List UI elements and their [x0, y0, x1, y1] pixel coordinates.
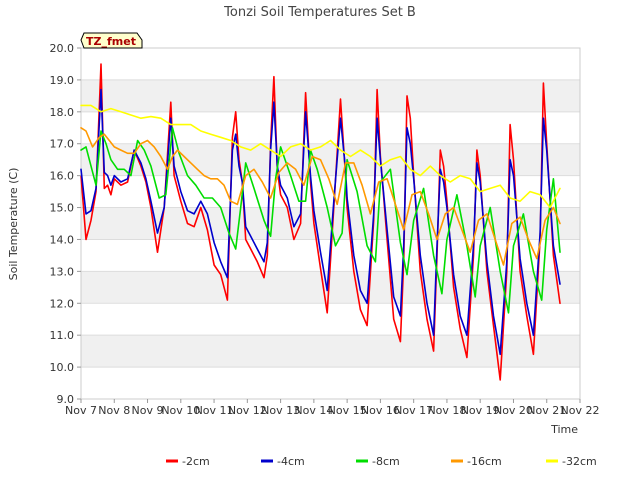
- y-tick-label: 18.0: [50, 106, 75, 119]
- x-tick-label: Nov 21: [527, 404, 566, 417]
- y-tick-label: 15.0: [50, 202, 75, 215]
- y-tick-label: 13.0: [50, 265, 75, 278]
- grid-band: [81, 335, 580, 368]
- x-tick-label: Nov 11: [195, 404, 234, 417]
- x-tick-label: Nov 19: [461, 404, 500, 417]
- legend-label: -2cm: [182, 455, 210, 468]
- legend: -2cm -4cm -8cm -16cm -32cm: [166, 455, 597, 468]
- y-axis: 9.0 10.0 11.0 12.0 13.0 14.0 15.0 16.0 17.0 18.0 1…: [50, 42, 81, 406]
- grid-band: [81, 271, 580, 304]
- y-tick-label: 10.0: [50, 361, 75, 374]
- y-axis-label: Soil Temperature (C): [7, 168, 20, 281]
- series-layer: [80, 63, 561, 381]
- y-tick-label: 12.0: [50, 297, 75, 310]
- grid-band: [81, 111, 580, 144]
- legend-label: -16cm: [467, 455, 502, 468]
- x-tick-label: Nov 7: [65, 404, 97, 417]
- annotation-label: TZ_fmet: [86, 35, 136, 48]
- x-tick-label: Nov 14: [294, 404, 333, 417]
- x-tick-label: Nov 13: [261, 404, 300, 417]
- x-tick-label: Nov 18: [427, 404, 466, 417]
- y-tick-label: 17.0: [50, 138, 75, 151]
- y-tick-label: 16.0: [50, 170, 75, 183]
- x-axis-label: Time: [550, 423, 578, 436]
- legend-label: -8cm: [372, 455, 400, 468]
- x-tick-label: Nov 22: [561, 404, 600, 417]
- x-tick-label: Nov 15: [328, 404, 367, 417]
- x-tick-label: Nov 9: [132, 404, 164, 417]
- grid-band: [81, 367, 580, 399]
- x-tick-label: Nov 10: [161, 404, 200, 417]
- series-line-8cm: [80, 127, 561, 314]
- legend-label: -32cm: [562, 455, 597, 468]
- series-line-4cm: [80, 88, 561, 356]
- y-tick-label: 14.0: [50, 233, 75, 246]
- y-tick-label: 19.0: [50, 74, 75, 87]
- y-tick-label: 20.0: [50, 42, 75, 55]
- x-tick-label: Nov 16: [361, 404, 400, 417]
- series-line-16cm: [80, 127, 561, 266]
- grid-band: [81, 303, 580, 336]
- grid-band: [81, 48, 580, 80]
- grid-band: [81, 143, 580, 176]
- grid-band: [81, 79, 580, 112]
- plot-area: [80, 47, 581, 400]
- y-tick-label: 9.0: [57, 393, 75, 406]
- x-tick-label: Nov 17: [394, 404, 433, 417]
- annotation-box: TZ_fmet: [80, 32, 143, 49]
- chart-title: Tonzi Soil Temperatures Set B: [223, 5, 416, 20]
- y-tick-label: 11.0: [50, 329, 75, 342]
- x-tick-label: Nov 20: [494, 404, 533, 417]
- legend-label: -4cm: [277, 455, 305, 468]
- x-tick-label: Nov 12: [228, 404, 267, 417]
- series-line-32cm: [80, 104, 561, 209]
- x-tick-label: Nov 8: [98, 404, 130, 417]
